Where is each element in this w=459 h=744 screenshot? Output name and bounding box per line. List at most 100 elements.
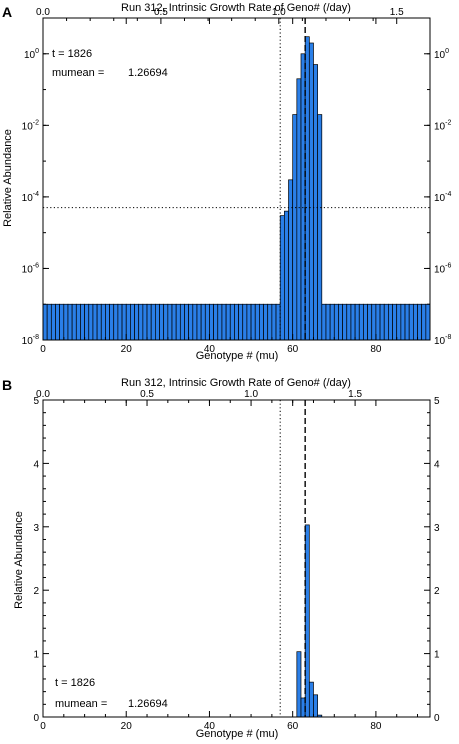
panel-a-bar <box>288 179 294 341</box>
panel-a-bar <box>192 303 198 341</box>
panel-a-y-tick-exponent: -2 <box>33 119 39 126</box>
panel-b-mumean-value: 1.26694 <box>128 698 168 710</box>
panel-b-x-tick-label: 20 <box>121 721 133 732</box>
panel-b-y-tick-label-right: 1 <box>434 650 440 661</box>
panel-a-bar <box>117 303 123 341</box>
panel-a-bar <box>80 303 85 341</box>
panel-a-bar <box>404 303 410 341</box>
panel-a-y-tick-label: 10-6 <box>22 262 39 275</box>
panel-a-bar <box>413 303 418 341</box>
panel-a-bar <box>225 303 231 341</box>
panel-a-bar <box>308 42 314 341</box>
panel-a-bar <box>388 303 393 341</box>
panel-a-bar <box>354 303 360 341</box>
panel-a-y-tick-exponent: 0 <box>35 48 39 55</box>
panel-b-y-tick-label-right: 5 <box>434 396 440 407</box>
panel-a-bar <box>134 303 140 341</box>
panel-a-bar <box>105 303 110 341</box>
panel-a-bar <box>254 303 260 341</box>
panel-a-mumean-label: mumean = <box>52 67 104 79</box>
panel-a-bar <box>213 303 219 341</box>
panel-label-b: B <box>2 377 12 393</box>
panel-b-y-tick-label-right: 0 <box>434 713 440 724</box>
panel-a-bar <box>229 303 235 341</box>
panel-b-y-tick-label: 1 <box>33 650 39 661</box>
panel-a-bar <box>317 114 323 341</box>
panel-a-bar <box>88 303 94 341</box>
panel-a-y-tick-label-right: 100 <box>434 48 449 61</box>
panel-a-bar <box>46 303 52 341</box>
panel-a-bar <box>259 303 264 341</box>
panel-a-bar <box>346 303 352 341</box>
panel-a-bar <box>200 303 206 341</box>
panel-a-bar <box>275 303 281 341</box>
panel-a-y-tick-exponent: -8 <box>33 334 39 341</box>
panel-a-plot-area: 0 20 40 60 80 0.0 0.5 1.0 1.5 10-8 10-8 10-6 10-6 10-… <box>22 7 452 355</box>
panel-b-bars <box>296 524 323 718</box>
panel-a-y-axis-label: Relative Abundance <box>2 129 14 227</box>
panel-a-y-tick-label-right: 10-2 <box>434 119 451 132</box>
panel-a-bar <box>142 303 148 341</box>
panel-b-reference-lines <box>279 400 306 717</box>
panel-b-x-tick-label: 80 <box>370 721 382 732</box>
panel-a-bar <box>367 303 373 341</box>
panel-a-bar <box>350 303 356 341</box>
panel-a-y-tick-exponent: -4 <box>445 191 451 198</box>
panel-a-bar <box>325 303 331 341</box>
panel-a-bar <box>125 303 131 341</box>
panel-a-x-axis-label: Genotype # (mu) <box>196 350 279 362</box>
panel-a-y-tick-exponent: -4 <box>33 191 39 198</box>
panel-a-bar <box>50 303 56 341</box>
panel-b-top-tick-label: 1.5 <box>348 389 362 400</box>
panel-a-bar <box>42 303 48 341</box>
panel-a-plot-frame <box>42 17 431 341</box>
panel-a-bar <box>234 303 239 341</box>
panel-a-bar <box>184 303 189 341</box>
panel-a-bar <box>267 303 273 341</box>
panel-a-bar <box>171 303 177 341</box>
panel-a-bar <box>379 303 385 341</box>
panel-a-bar <box>246 303 252 341</box>
panel-b-mumean-label: mumean = <box>55 698 107 710</box>
panel-b: B Run 312, Intrinsic Growth Rate of Geno… <box>2 377 440 740</box>
panel-a-bar <box>221 303 227 341</box>
panel-a-bar <box>146 303 152 341</box>
panel-a-top-tick-label: 1.5 <box>390 7 404 18</box>
panel-b-y-tick-label: 4 <box>33 459 39 470</box>
panel-b-y-tick-label-right: 2 <box>434 586 440 597</box>
panel-b-plot-frame <box>42 399 431 718</box>
panel-b-bar <box>296 651 302 718</box>
panel-a-bar <box>296 78 302 341</box>
panel-a-bar <box>333 303 339 341</box>
panel-b-y-tick-label: 0 <box>33 713 39 724</box>
panel-a-bar <box>400 303 406 341</box>
panel-a-title: Run 312, Intrinsic Growth Rate of Geno# … <box>121 2 351 14</box>
panel-a-x-tick-label: 0 <box>40 344 46 355</box>
panel-a-bar <box>279 215 285 341</box>
panel-a-bar <box>100 303 106 341</box>
panel-a-y-tick-label: 10-2 <box>22 119 39 132</box>
panel-a-bar <box>392 303 398 341</box>
panel-b-bar <box>308 681 314 718</box>
panel-a-bar <box>342 303 348 341</box>
panel-a-x-tick-label: 80 <box>370 344 382 355</box>
panel-a-bar <box>84 303 90 341</box>
panel-label-a: A <box>2 4 12 20</box>
panel-a-bar <box>408 303 414 341</box>
panel-a-y-tick-label-right: 10-6 <box>434 262 451 275</box>
panel-b-x-tick-label: 0 <box>40 721 46 732</box>
panel-a-bar <box>113 303 119 341</box>
panel-b-y-tick-label: 3 <box>33 523 39 534</box>
panel-a-y-tick-label-right: 10-4 <box>434 191 451 204</box>
panel-a: A Run 312, Intrinsic Growth Rate of Geno… <box>2 2 451 362</box>
panel-a-bar <box>204 303 210 341</box>
panel-a-bar <box>238 303 244 341</box>
panel-a-bar <box>92 303 98 341</box>
panel-b-y-tick-label-right: 3 <box>434 523 440 534</box>
panel-b-time-label: t = 1826 <box>55 677 95 689</box>
panel-a-bar <box>175 303 181 341</box>
panel-a-y-tick-label: 10-4 <box>22 191 39 204</box>
panel-a-bar <box>358 303 364 341</box>
panel-b-y-tick-label-right: 4 <box>434 459 440 470</box>
panel-a-bar <box>425 303 431 341</box>
